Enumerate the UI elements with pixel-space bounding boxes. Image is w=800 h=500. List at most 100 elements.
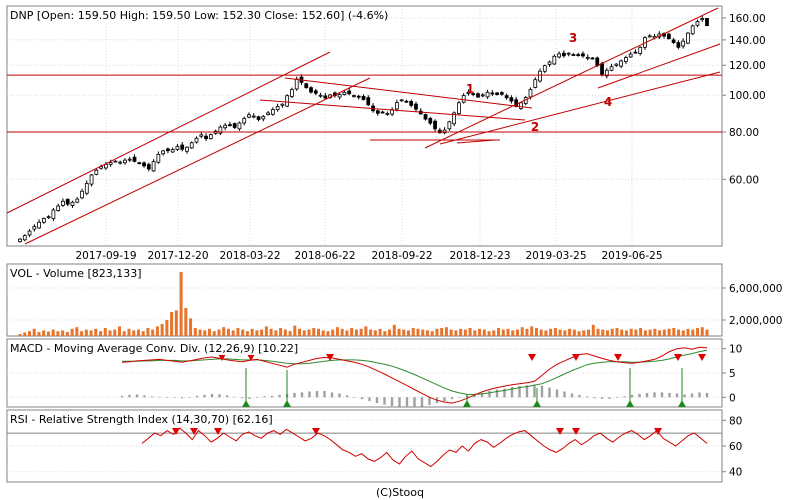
volume-bar [222,327,226,336]
candle-body [185,146,189,152]
volume-bar [23,332,27,336]
macd-histogram-bar [668,392,671,398]
candle-body [151,161,156,172]
candle [285,94,290,108]
candle-body [595,57,600,67]
candle [65,198,70,207]
macd-histogram-bar [308,391,311,398]
volume-bar [160,324,164,336]
volume-bar [435,328,439,336]
candle-body [485,91,490,98]
rsi-line [141,427,708,468]
volume-bar [345,330,349,336]
volume-bar [226,328,230,336]
candle-body [170,149,175,153]
volume-bar [316,328,320,336]
volume-bar [416,328,420,336]
candle [471,92,476,97]
candle-body [604,69,609,77]
volume-bar [179,272,183,336]
volume-bar [591,324,595,336]
candle-body [156,153,161,163]
candle-body [56,205,61,212]
volume-bar [80,331,84,336]
candle-body [480,94,485,97]
candle-body [127,158,132,161]
volume-bar [241,329,245,336]
candle-body [103,163,108,169]
volume-title-bg [8,265,130,280]
macd-histogram-bar [345,395,349,398]
candle-body [313,90,318,94]
candle-body [199,134,204,137]
candle-body [399,99,404,102]
rsi-y-tick-label: 40 [729,467,742,479]
macd-histogram-bar [495,389,499,398]
volume-bar [136,329,140,336]
price-x-tick-label: 2017-09-19 [75,250,136,262]
candle [261,114,266,122]
candle [318,92,323,98]
volume-bar [421,329,425,336]
candle [361,94,366,101]
candle-body [337,94,342,98]
price-x-tick-label: 2017-12-20 [147,250,208,262]
candle-body [628,53,633,58]
macd-histogram-bar [525,385,529,398]
volume-bar [212,331,216,336]
volume-bar [624,330,628,336]
candle [519,101,523,110]
candle [185,146,189,154]
volume-bar [122,331,126,336]
macd-histogram-bar [533,384,536,398]
volume-bar [639,328,643,336]
candle [208,133,213,140]
price-x-tick-label: 2019-06-25 [601,250,662,262]
volume-bar [326,331,330,336]
volume-bar [530,326,534,336]
candle-body [519,102,523,109]
volume-bar [686,328,690,336]
candle [561,50,566,58]
volume-bar [696,328,700,336]
macd-histogram-bar [405,397,409,407]
macd-histogram-bar [608,397,611,399]
macd-histogram-bar [630,394,634,398]
volume-bar [700,327,704,336]
sell-signal-marker [218,354,226,361]
volume-bar [629,328,633,336]
volume-bar [454,330,458,336]
candle-body [495,92,499,95]
candle [375,109,380,116]
candle-body [318,94,323,97]
macd-histogram-bar [488,390,491,398]
candle [695,19,700,28]
candle [499,91,504,96]
candle-body [590,57,595,60]
sell-signal-marker [698,354,706,361]
volume-bar [359,328,363,336]
candle [609,63,614,72]
candle-body [499,92,504,95]
macd-histogram-bar [623,396,626,398]
rsi-sell-marker [312,428,320,435]
candle-body [428,118,433,124]
candle-body [18,238,22,243]
macd-histogram-bar [555,389,559,398]
volume-bar [99,331,103,336]
candle [566,52,571,57]
volume-bar [236,328,240,336]
candle-body [547,61,552,65]
volume-bar [539,329,543,336]
volume-bar [260,329,264,336]
candle-body [51,209,56,220]
candle [290,87,294,98]
candle [70,200,75,208]
rsi-y-tick-label: 80 [729,415,742,427]
volume-bar [558,329,562,336]
candle-body [204,135,208,140]
macd-histogram-bar [263,396,266,398]
macd-histogram-bar [375,397,379,404]
candle [428,116,433,126]
volume-bar [340,328,344,336]
